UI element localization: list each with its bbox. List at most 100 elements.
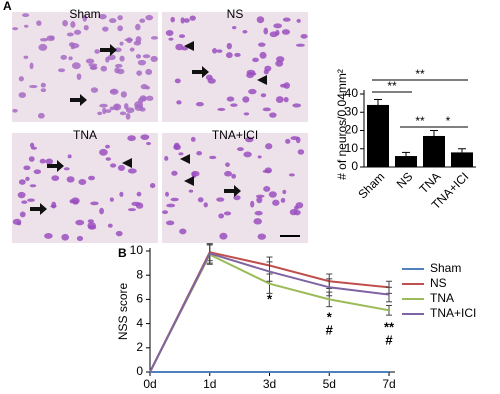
cell xyxy=(273,23,282,29)
cell xyxy=(250,200,255,208)
cell xyxy=(165,191,170,197)
legend-label: TNA+ICI xyxy=(430,306,476,320)
micrograph: TNA xyxy=(12,128,158,243)
cell xyxy=(89,65,98,70)
y-tick-label: 4 xyxy=(136,316,143,330)
cell xyxy=(257,233,267,240)
x-tick-label: NS xyxy=(394,169,416,191)
cell xyxy=(146,95,154,101)
arrowhead xyxy=(180,154,190,164)
y-tick-label: 8 xyxy=(136,267,143,281)
cell xyxy=(83,24,89,31)
cell xyxy=(125,107,135,114)
micrograph: NS xyxy=(162,7,308,122)
cell xyxy=(212,48,218,54)
cell xyxy=(66,32,74,37)
cell xyxy=(250,72,257,76)
cell xyxy=(90,201,99,206)
cell xyxy=(178,152,184,156)
cell xyxy=(117,15,123,21)
cell xyxy=(87,219,94,224)
cell xyxy=(145,68,153,76)
cell xyxy=(175,43,184,51)
cell xyxy=(232,26,237,30)
x-tick-label: 5d xyxy=(323,377,336,391)
bar xyxy=(395,156,417,167)
cell xyxy=(300,34,308,39)
cell xyxy=(99,103,108,108)
y-tick-label: 10 xyxy=(130,243,144,257)
cell xyxy=(295,202,304,209)
arrow xyxy=(30,203,47,215)
cell xyxy=(135,23,141,31)
cell xyxy=(12,108,18,113)
cell xyxy=(127,135,136,142)
cell xyxy=(73,29,82,35)
cell xyxy=(179,228,187,235)
cell xyxy=(21,200,28,204)
arrowhead xyxy=(184,41,194,51)
cell xyxy=(110,163,117,168)
cell xyxy=(127,168,137,174)
cell xyxy=(12,27,19,31)
cell xyxy=(150,36,159,40)
cell xyxy=(115,63,123,68)
cell xyxy=(263,27,269,35)
cell xyxy=(142,54,151,59)
cell xyxy=(183,18,190,23)
cell xyxy=(109,89,117,94)
arrowhead xyxy=(184,176,194,186)
cell xyxy=(248,88,257,95)
cell xyxy=(225,162,230,167)
cell xyxy=(140,134,150,141)
cell xyxy=(166,203,176,208)
cell xyxy=(253,218,262,225)
cell xyxy=(88,63,98,67)
y-tick-label: 20 xyxy=(345,123,359,137)
cell xyxy=(37,112,45,119)
cell xyxy=(265,143,273,150)
cell xyxy=(254,210,263,216)
cell xyxy=(173,142,180,150)
cell xyxy=(264,167,272,174)
cell xyxy=(145,86,151,90)
cell xyxy=(150,55,158,62)
cell xyxy=(133,40,142,46)
annotation: # xyxy=(385,332,393,347)
cell xyxy=(149,183,156,189)
arrow xyxy=(224,185,241,197)
cell xyxy=(51,175,60,182)
y-tick-label: 10 xyxy=(345,141,359,155)
cell xyxy=(119,41,124,46)
cell xyxy=(70,46,75,50)
cell xyxy=(262,107,271,112)
cell xyxy=(98,13,107,20)
cell xyxy=(107,54,116,61)
cell xyxy=(295,43,305,47)
cell xyxy=(45,158,54,165)
cell xyxy=(99,148,108,156)
cell xyxy=(243,151,252,158)
image-label: TNA+ICI xyxy=(212,128,258,142)
cell xyxy=(76,73,82,81)
cell xyxy=(109,106,115,111)
cell xyxy=(105,144,110,149)
cell xyxy=(165,29,174,36)
micrograph-bg xyxy=(12,12,158,122)
y-tick-label: 6 xyxy=(136,292,143,306)
cell xyxy=(280,197,286,203)
cell xyxy=(256,196,263,204)
cell xyxy=(242,30,248,34)
cell xyxy=(102,107,107,115)
cell xyxy=(178,34,186,39)
arrow xyxy=(70,94,87,106)
cell xyxy=(219,232,228,240)
cell xyxy=(162,210,169,215)
cell xyxy=(25,176,30,181)
cell xyxy=(75,219,85,226)
significance-label: ** xyxy=(387,79,397,93)
cell xyxy=(188,189,194,193)
image-label: Sham xyxy=(69,7,100,21)
cell xyxy=(119,111,127,116)
cell xyxy=(275,60,284,67)
